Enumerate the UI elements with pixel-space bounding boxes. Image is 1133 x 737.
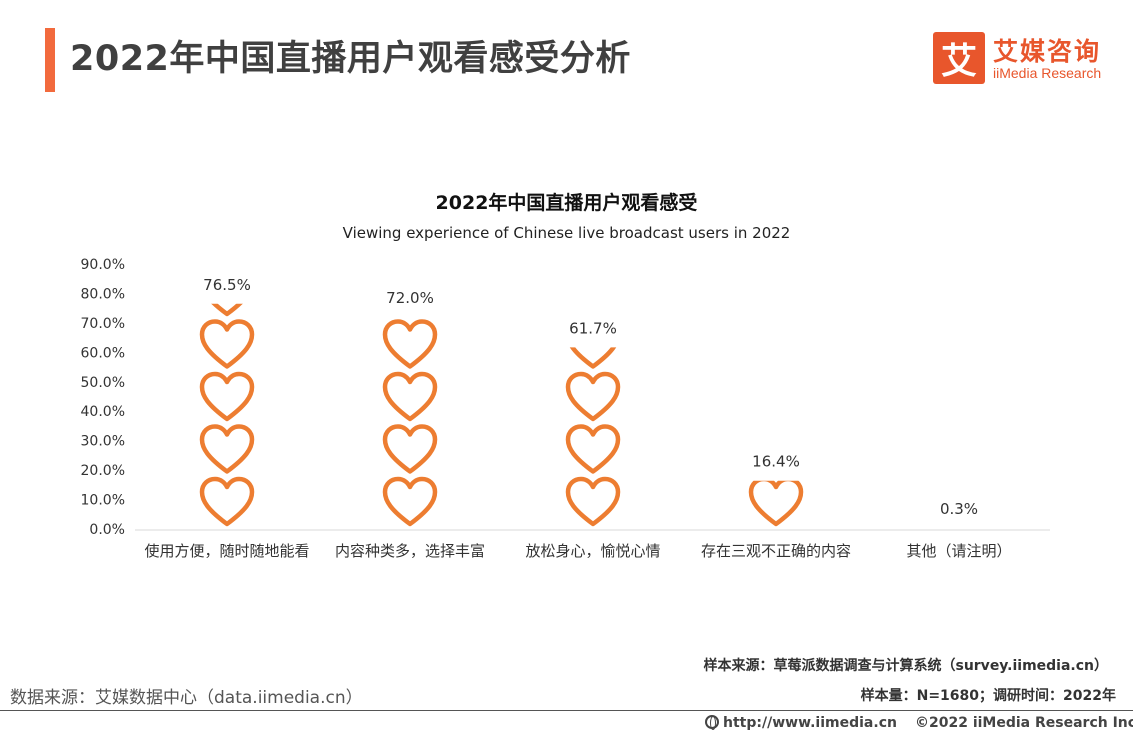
brand-logo: 艾 艾媒咨询 iiMedia Research bbox=[933, 32, 1123, 88]
data-source: 数据来源：艾媒数据中心（data.iimedia.cn） bbox=[10, 688, 363, 708]
data-label: 16.4% bbox=[752, 453, 800, 471]
data-label: 0.3% bbox=[940, 500, 978, 518]
footer-url-text[interactable]: http://www.iimedia.cn bbox=[723, 715, 897, 731]
heart-icon bbox=[565, 371, 621, 422]
x-category-label: 其他（请注明） bbox=[906, 542, 1011, 560]
logo-text-en: iiMedia Research bbox=[993, 65, 1102, 81]
heart-icon bbox=[199, 319, 255, 369]
data-label: 61.7% bbox=[569, 319, 617, 337]
y-tick-label: 90.0% bbox=[81, 257, 125, 273]
bar-2 bbox=[382, 217, 438, 527]
heart-icon bbox=[568, 269, 618, 314]
heart-icon bbox=[748, 480, 804, 527]
y-tick-label: 20.0% bbox=[81, 463, 125, 479]
page-title: 2022年中国直播用户观看感受分析 bbox=[70, 39, 631, 79]
x-category-label: 使用方便，随时随地能看 bbox=[144, 542, 309, 560]
bar-3 bbox=[565, 269, 621, 527]
chart-subtitle: Viewing experience of Chinese live broad… bbox=[342, 224, 791, 242]
heart-icon bbox=[565, 476, 621, 527]
y-tick-label: 0.0% bbox=[89, 522, 125, 538]
logo-text-cn: 艾媒咨询 bbox=[993, 37, 1102, 66]
y-tick-label: 60.0% bbox=[81, 345, 125, 361]
y-tick-label: 50.0% bbox=[81, 375, 125, 391]
heart-icon bbox=[382, 476, 438, 527]
sample-size: 样本量：N=1680；调研时间：2022年 bbox=[860, 688, 1116, 704]
bar-4 bbox=[748, 480, 804, 527]
footer-copyright: ©2022 iiMedia Research Inc bbox=[915, 715, 1133, 731]
chart-title: 2022年中国直播用户观看感受 bbox=[435, 192, 698, 214]
heart-icon bbox=[382, 424, 438, 474]
sample-source: 样本来源：草莓派数据调查与计算系统（survey.iimedia.cn） bbox=[703, 658, 1108, 674]
title-accent-bar bbox=[45, 28, 55, 92]
heart-icon bbox=[202, 217, 252, 262]
heart-icon bbox=[199, 476, 255, 527]
heart-icon bbox=[199, 424, 255, 474]
footer-divider bbox=[0, 710, 1133, 711]
heart-icon bbox=[934, 427, 984, 472]
heart-icon bbox=[382, 371, 438, 422]
x-category-label: 存在三观不正确的内容 bbox=[701, 542, 851, 560]
heart-icon bbox=[382, 319, 438, 369]
x-category-label: 放松身心，愉悦心情 bbox=[525, 542, 660, 560]
globe-icon bbox=[705, 715, 719, 730]
footer-url[interactable]: http://www.iimedia.cn bbox=[705, 715, 897, 731]
y-tick-label: 80.0% bbox=[81, 286, 125, 302]
heart-icon bbox=[385, 217, 435, 262]
logo-mark: 艾 bbox=[933, 32, 985, 84]
heart-icon bbox=[199, 371, 255, 422]
data-label: 72.0% bbox=[386, 289, 434, 307]
y-tick-label: 10.0% bbox=[81, 493, 125, 509]
y-tick-label: 30.0% bbox=[81, 434, 125, 450]
y-tick-label: 70.0% bbox=[81, 316, 125, 332]
data-label: 76.5% bbox=[203, 276, 251, 294]
bar-1 bbox=[199, 217, 255, 527]
y-tick-label: 40.0% bbox=[81, 404, 125, 420]
heart-icon bbox=[565, 424, 621, 474]
x-category-label: 内容种类多，选择丰富 bbox=[335, 542, 485, 560]
